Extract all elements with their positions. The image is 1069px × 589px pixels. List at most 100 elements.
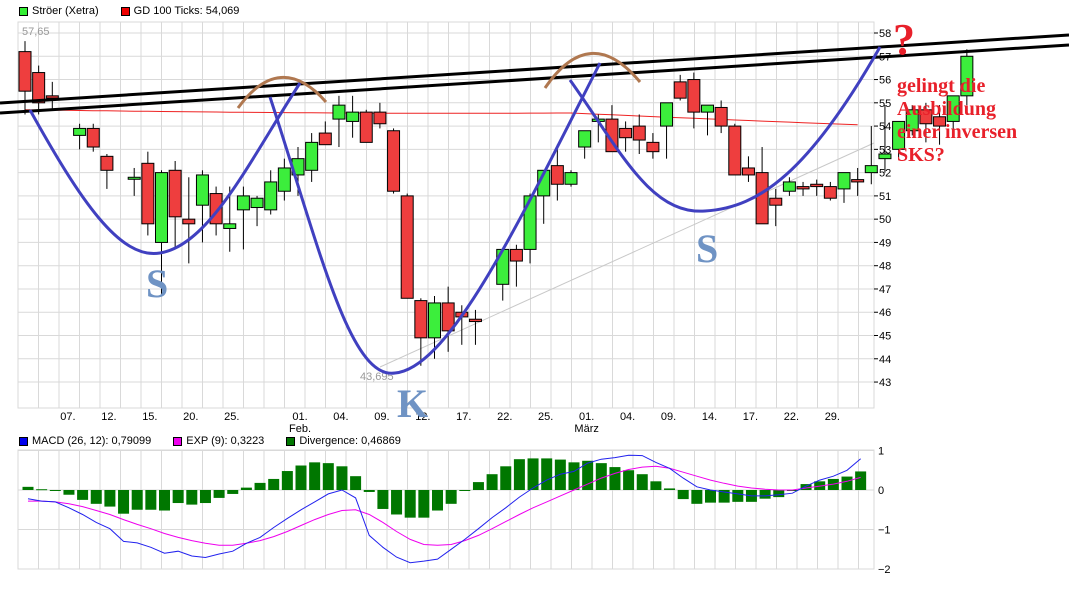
candle-body — [728, 125, 742, 176]
histogram-bar — [363, 490, 375, 492]
x-tick-label: 14. — [702, 411, 717, 423]
legend-label-divergence: Divergence: 0,46869 — [299, 435, 401, 447]
histogram-bar — [377, 490, 389, 509]
candle-body — [73, 127, 87, 136]
candle-body — [195, 174, 209, 206]
histogram-bar — [841, 476, 853, 490]
legend-item-ma: GD 100 Ticks: 54,069 — [120, 5, 240, 17]
histogram-bar — [186, 490, 198, 505]
candle-body — [864, 165, 878, 174]
candle-body — [578, 130, 592, 148]
candle-body — [919, 109, 933, 125]
histogram-bar — [554, 459, 566, 490]
histogram-bar — [664, 488, 676, 490]
candle-body — [632, 125, 646, 141]
histogram-bar — [22, 486, 34, 490]
candle-body — [155, 172, 168, 243]
candle-body — [264, 181, 278, 211]
candle-body — [523, 195, 537, 250]
macd-y-tick-label: 1 — [878, 446, 884, 458]
macd-y-tick-label: −2 — [878, 564, 891, 576]
x-tick-label: 22. — [784, 411, 799, 423]
annotation-line-2: Ausbildung — [897, 98, 996, 120]
left-arc — [236, 76, 328, 109]
macd-y-tick-label: 0 — [878, 485, 884, 497]
candle-body — [32, 72, 46, 104]
histogram-bar — [104, 490, 116, 507]
x-tick-label: 17. — [456, 411, 471, 423]
candle-body — [141, 162, 155, 225]
candle-body — [400, 195, 414, 299]
right-shoulder-curve — [568, 46, 882, 213]
annotation-line-3: einer inversen — [897, 121, 1018, 143]
candle-body — [810, 183, 824, 188]
x-tick-label: 22. — [497, 411, 512, 423]
histogram-bar — [677, 490, 689, 500]
candle-body — [127, 176, 141, 180]
histogram-bar — [309, 462, 321, 490]
histogram-bar — [513, 459, 525, 490]
histogram-bar — [172, 490, 184, 504]
y-tick-label: 46 — [879, 307, 891, 319]
histogram-bar — [800, 484, 812, 490]
x-tick-label: 04. — [620, 411, 635, 423]
x-tick-label: 25. — [224, 411, 239, 423]
x-tick-label: 17. — [743, 411, 758, 423]
histogram-bar — [418, 490, 430, 518]
candle-body — [550, 165, 564, 185]
histogram-bar — [118, 490, 130, 514]
candle-body — [45, 95, 59, 99]
legend-item-price: Ströer (Xetra) — [19, 5, 99, 17]
legend-swatch-darkgreen — [286, 436, 296, 446]
histogram-bar — [227, 490, 239, 494]
x-tick-label: 04. — [333, 411, 348, 423]
histogram-bar — [391, 490, 403, 515]
candle-body — [428, 302, 441, 339]
legend-item-divergence: Divergence: 0,46869 — [286, 435, 401, 447]
legend-label-macd: MACD (26, 12): 0,79099 — [32, 435, 152, 447]
question-mark-annotation: ? — [893, 15, 915, 64]
y-tick-label: 52 — [879, 168, 891, 180]
candle-body — [100, 155, 114, 171]
high-price-label: 57,65 — [22, 26, 50, 38]
histogram-bar — [199, 490, 211, 504]
histogram-bar — [350, 476, 362, 490]
candle-body — [277, 167, 291, 192]
histogram-bar — [855, 471, 867, 490]
candle-body — [755, 172, 769, 225]
candle-body — [660, 102, 674, 127]
histogram-bar — [63, 490, 75, 495]
x-tick-label: 12. — [101, 411, 116, 423]
left-shoulder-curve — [28, 82, 302, 256]
y-tick-label: 48 — [879, 261, 891, 273]
x-tick-month: März — [574, 423, 598, 435]
resistance-line-lower — [0, 43, 1069, 115]
x-tick-label: 01. — [579, 411, 594, 423]
candle-body — [837, 172, 851, 190]
candle-body — [441, 302, 455, 332]
candle-body — [687, 79, 701, 113]
candle-body — [305, 141, 319, 171]
histogram-bar — [595, 463, 607, 490]
histogram-bar — [541, 458, 553, 490]
x-tick-label: 29. — [825, 411, 840, 423]
histogram-bar — [732, 490, 744, 502]
exp-signal-line — [28, 465, 861, 546]
histogram-bar — [268, 478, 280, 490]
candle-body — [960, 55, 974, 97]
legend-swatch-blue — [19, 436, 28, 446]
legend-swatch-magenta — [173, 436, 183, 446]
histogram-bar — [322, 463, 334, 490]
x-tick-label: 20. — [183, 411, 198, 423]
x-tick-label: 15. — [142, 411, 157, 423]
histogram-bar — [705, 490, 716, 503]
histogram-bar — [527, 458, 539, 490]
y-tick-label: 44 — [879, 354, 891, 366]
candle-body — [387, 130, 401, 192]
candle-body — [796, 186, 810, 190]
candles — [18, 41, 974, 366]
candle-body — [673, 81, 687, 99]
legend-label-ma: GD 100 Ticks: 54,069 — [133, 5, 240, 17]
candle-body — [332, 104, 346, 120]
